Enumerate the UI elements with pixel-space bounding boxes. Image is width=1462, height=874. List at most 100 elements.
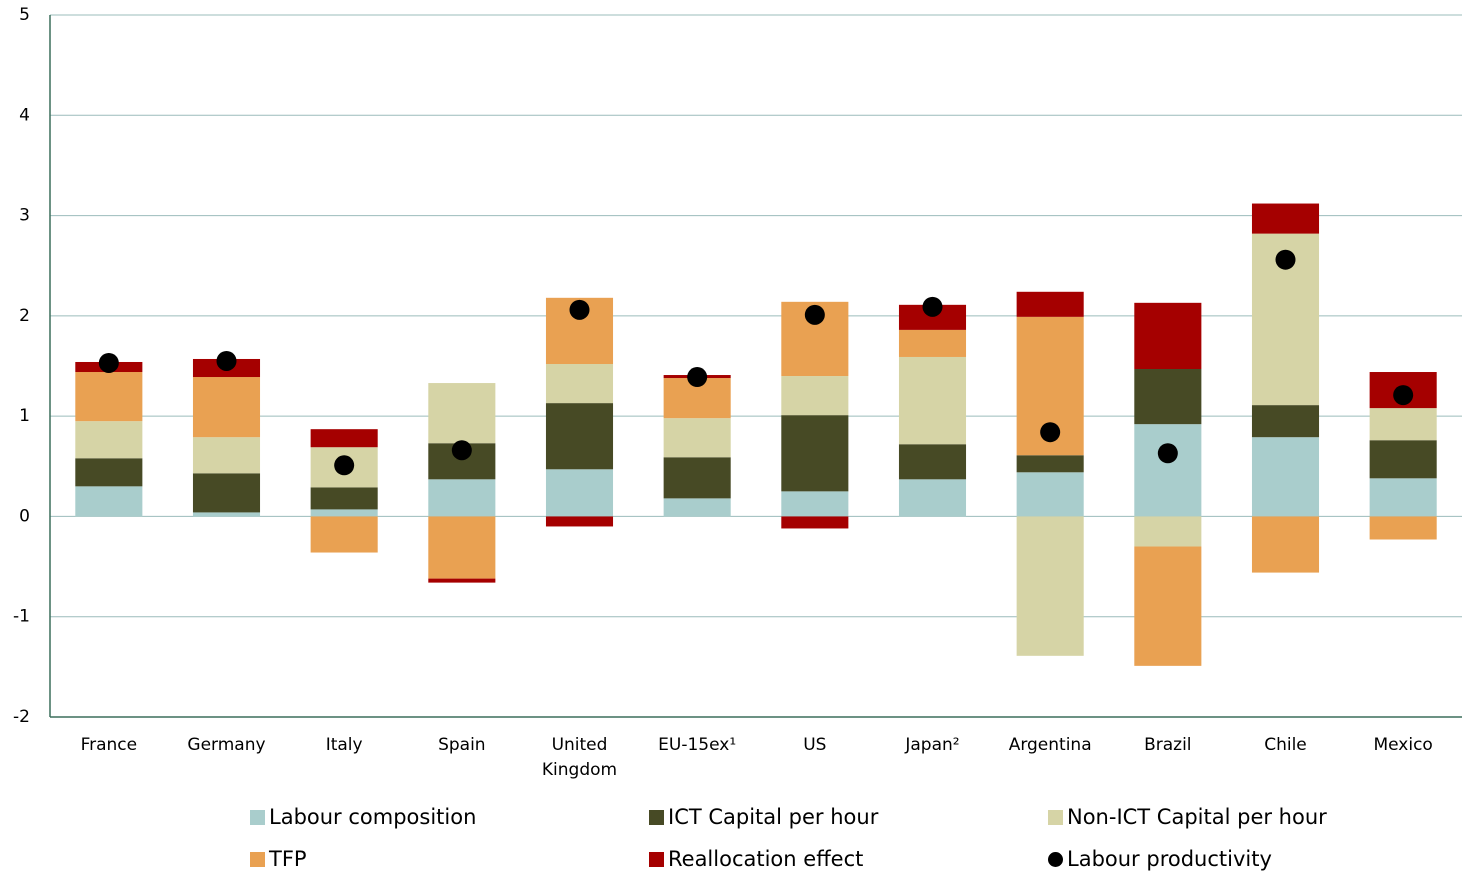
bar-segment [428, 578, 496, 583]
x-tick-label: Italy [325, 735, 363, 755]
x-tick-label: Japan² [905, 735, 960, 755]
legend-item: Reallocation effect [649, 847, 863, 871]
bar-segment [898, 479, 967, 517]
bar-segment [75, 372, 143, 422]
bar-segment [192, 473, 261, 513]
bar-segment [75, 486, 143, 517]
legend-item: Non-ICT Capital per hour [1048, 805, 1327, 829]
bar-segment [545, 516, 614, 527]
y-tick-label: 3 [19, 206, 30, 226]
bar-segment [781, 516, 849, 529]
legend-swatch [649, 851, 664, 867]
bar-segment [663, 498, 731, 517]
bar-segment [310, 429, 378, 448]
legend-label: Labour composition [269, 805, 477, 829]
bar-segment [1016, 455, 1084, 473]
bar-segment [545, 469, 614, 517]
legend-swatch [1048, 851, 1063, 867]
legend-item: Labour composition [250, 805, 476, 829]
legend-item: ICT Capital per hour [649, 805, 878, 829]
bar-segment [1369, 516, 1437, 540]
bar-segment [663, 418, 731, 458]
bar-segment [781, 376, 849, 416]
bar-segment [310, 487, 378, 510]
legend-label: TFP [269, 847, 307, 871]
legend-label: Reallocation effect [668, 847, 864, 871]
y-tick-label: 2 [19, 306, 30, 326]
x-tick-label: Germany [187, 735, 266, 755]
bar-segment [1369, 408, 1437, 441]
y-tick-label: 0 [19, 506, 30, 526]
bar-segment [428, 479, 496, 517]
y-tick-label: -2 [13, 707, 30, 727]
productivity-dot [922, 296, 943, 317]
x-tick-label: Spain [438, 735, 486, 755]
bar-segment [781, 491, 849, 517]
y-tick-label: 4 [19, 105, 30, 125]
bar-segment [781, 415, 849, 492]
bar-segment [898, 444, 967, 480]
x-tick-label: EU-15ex¹ [658, 735, 737, 755]
productivity-dot [569, 299, 590, 320]
bar-segment [545, 403, 614, 470]
productivity-dot [334, 455, 355, 476]
legend-swatch [250, 851, 265, 867]
legend-label: Labour productivity [1067, 847, 1272, 871]
productivity-dot [98, 352, 119, 373]
productivity-dot [1157, 443, 1178, 464]
productivity-dot [687, 367, 708, 388]
x-tick-label: Chile [1264, 735, 1307, 755]
x-tick-label: United Kingdom [541, 735, 618, 780]
x-tick-label: Brazil [1144, 735, 1192, 755]
bar-segment [192, 512, 261, 517]
bar-segment [898, 329, 967, 357]
bar-segment [1134, 369, 1202, 425]
productivity-dot [216, 350, 237, 371]
productivity-dot [451, 440, 472, 461]
legend-swatch [250, 809, 265, 825]
bar-segment [428, 383, 496, 444]
productivity-dot [1275, 249, 1296, 270]
x-tick-label: Argentina [1008, 735, 1092, 755]
bar-segment [663, 457, 731, 499]
productivity-dot [1040, 422, 1061, 443]
legend-swatch [1048, 809, 1063, 825]
bar-segment [1134, 424, 1202, 517]
bar-segment [1134, 516, 1202, 547]
x-tick-label: Mexico [1373, 735, 1433, 755]
bar-segment [898, 356, 967, 445]
bar-segment [545, 363, 614, 404]
productivity-dot [1393, 385, 1414, 406]
bar-segment [1016, 291, 1084, 317]
bar-segment [310, 509, 378, 517]
x-tick-label: France [80, 735, 138, 755]
legend-swatch [649, 809, 664, 825]
bar-segment [1134, 546, 1202, 666]
bar-segment [192, 437, 261, 474]
x-tick-label: US [803, 735, 827, 755]
bar-segment [1016, 516, 1084, 656]
legend-item: TFP [250, 847, 307, 871]
bar-segment [310, 516, 378, 553]
bar-segment [1369, 478, 1437, 517]
bar-segment [75, 421, 143, 459]
y-tick-label: 1 [19, 406, 30, 426]
bar-segment [75, 458, 143, 487]
bar-segment [1251, 437, 1320, 517]
y-tick-label: 5 [19, 5, 30, 25]
y-tick-label: -1 [13, 607, 30, 627]
productivity-dot [804, 304, 825, 325]
bar-segment [1251, 405, 1320, 438]
bar-segment [1369, 440, 1437, 479]
legend-label: ICT Capital per hour [668, 805, 879, 829]
legend-label: Non-ICT Capital per hour [1067, 805, 1327, 829]
bar-segment [1134, 302, 1202, 370]
legend-item: Labour productivity [1048, 847, 1272, 871]
bar-segment [1251, 516, 1320, 573]
bar-segment [1016, 472, 1084, 517]
bar-segment [1251, 203, 1320, 234]
bar-segment [192, 377, 261, 438]
bar-segment [428, 516, 496, 579]
